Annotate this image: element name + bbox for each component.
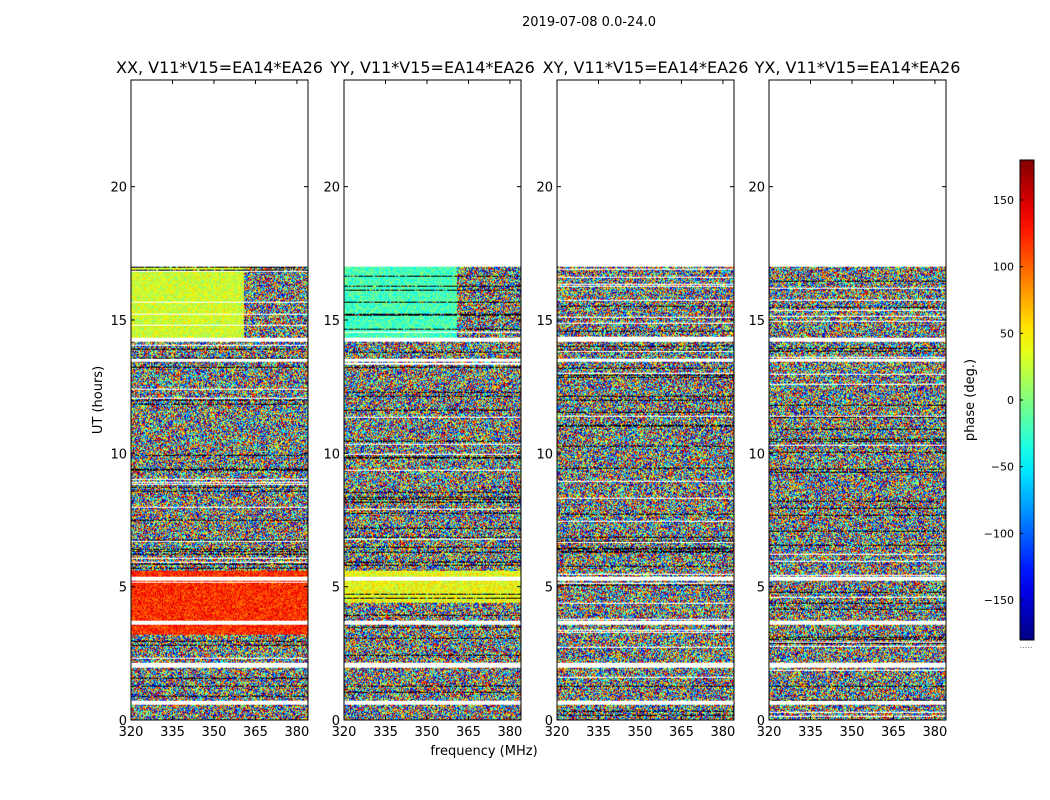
x-tick-label: 380 <box>923 725 948 740</box>
x-tick-label: 320 <box>119 725 144 740</box>
x-tick-label: 365 <box>881 725 906 740</box>
x-tick-label: 320 <box>757 725 782 740</box>
y-tick-label: 0 <box>545 714 553 729</box>
phase-heatmap <box>557 266 734 720</box>
y-tick-label: 20 <box>110 181 127 196</box>
panel-1: XX, V11*V15=EA14*EA26 320 335 350 365 380 0 5 10… <box>110 58 323 740</box>
colorbar-label: phase (deg.) <box>963 359 978 441</box>
x-axis-label: frequency (MHz) <box>430 744 537 759</box>
phase-heatmap <box>344 266 521 720</box>
phase-heatmap <box>131 266 308 720</box>
y-tick-label: 5 <box>119 581 127 596</box>
y-tick-label: 5 <box>545 581 553 596</box>
y-tick-label: 10 <box>748 447 765 462</box>
panel-3: XY, V11*V15=EA14*EA26 320 335 350 365 380 0 5 10… <box>536 58 748 740</box>
colorbar-tick-label: 100 <box>993 261 1014 274</box>
y-tick-label: 15 <box>323 314 340 329</box>
x-tick-label: 335 <box>798 725 823 740</box>
x-tick-label: 365 <box>456 725 481 740</box>
axes-frame <box>343 79 522 721</box>
panels: XX, V11*V15=EA14*EA26 320 335 350 365 380 0 5 10… <box>110 58 960 740</box>
x-tick-label: 350 <box>840 725 865 740</box>
x-tick-label: 335 <box>160 725 185 740</box>
y-tick-label: 0 <box>757 714 765 729</box>
axes-frame <box>130 79 309 721</box>
x-tick-label: 350 <box>415 725 440 740</box>
y-axis-label: UT (hours) <box>91 366 106 434</box>
panel-title: YX, V11*V15=EA14*EA26 <box>754 58 961 77</box>
y-tick-label: 10 <box>536 447 553 462</box>
x-tick-label: 335 <box>373 725 398 740</box>
y-tick-label: 20 <box>536 181 553 196</box>
colorbar-tick-label: −50 <box>991 461 1014 474</box>
panel-title: XY, V11*V15=EA14*EA26 <box>543 58 749 77</box>
x-tick-label: 350 <box>202 725 227 740</box>
x-tick-label: 320 <box>545 725 570 740</box>
x-tick-label: 350 <box>628 725 653 740</box>
x-tick-label: 335 <box>586 725 611 740</box>
colorbar-tick-label: −100 <box>984 527 1014 540</box>
colorbar-tick-label: 150 <box>993 194 1014 207</box>
x-tick-label: 365 <box>243 725 268 740</box>
colorbar-tick-label: 50 <box>1000 327 1014 340</box>
y-tick-label: 5 <box>757 581 765 596</box>
axes-frame <box>768 79 947 721</box>
x-tick-label: 320 <box>332 725 357 740</box>
panel-title: XX, V11*V15=EA14*EA26 <box>116 58 323 77</box>
x-tick-label: 380 <box>498 725 523 740</box>
panel-title: YY, V11*V15=EA14*EA26 <box>329 58 535 77</box>
y-tick-label: 0 <box>119 714 127 729</box>
y-tick-label: 20 <box>323 181 340 196</box>
axes-frame <box>556 79 735 721</box>
colorbar-note: ..... <box>1020 641 1033 650</box>
y-tick-label: 10 <box>110 447 127 462</box>
colorbar-tick-label: 0 <box>1007 394 1014 407</box>
y-tick-label: 10 <box>323 447 340 462</box>
x-tick-label: 380 <box>285 725 310 740</box>
y-tick-label: 15 <box>536 314 553 329</box>
y-tick-label: 15 <box>748 314 765 329</box>
y-tick-label: 0 <box>332 714 340 729</box>
colorbar-tick-label: −150 <box>984 594 1014 607</box>
y-tick-label: 15 <box>110 314 127 329</box>
y-tick-label: 5 <box>332 581 340 596</box>
panel-2: YY, V11*V15=EA14*EA26 320 335 350 365 380 0 5 10… <box>323 58 534 740</box>
panel-4: YX, V11*V15=EA14*EA26 320 335 350 365 380 0 5 10… <box>748 58 960 740</box>
y-tick-label: 20 <box>748 181 765 196</box>
x-tick-label: 380 <box>711 725 736 740</box>
x-tick-label: 365 <box>669 725 694 740</box>
suptitle: 2019-07-08 0.0-24.0 <box>522 15 656 30</box>
phase-heatmap <box>769 266 946 720</box>
colorbar: 150 100 50 0 −50 −100 −150 <box>984 159 1035 641</box>
